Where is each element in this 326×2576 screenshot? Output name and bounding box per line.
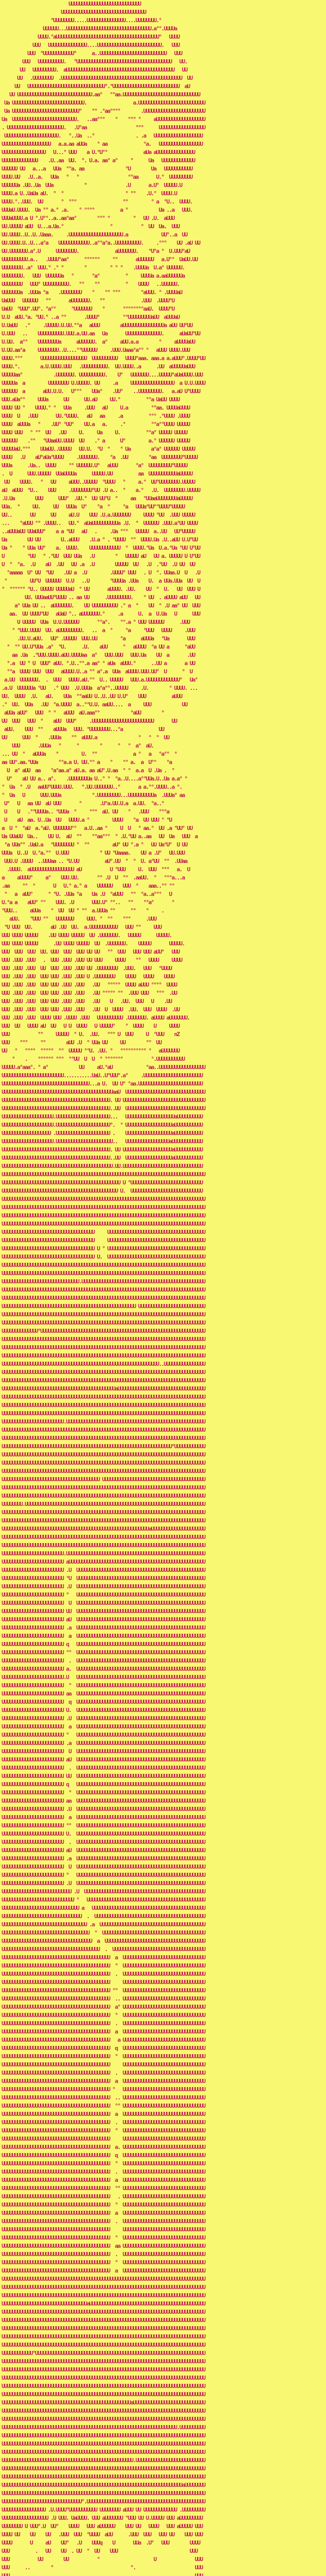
nfo-ascii-art: UUUUUUUUUUUUUUUUUUUUUUUUUUUU UUUUUUUUUUU…	[2, 1, 206, 2576]
nfo-document: UUUUUUUUUUUUUUUUUUUUUUUUUUUU UUUUUUUUUUU…	[2, 1, 206, 2576]
